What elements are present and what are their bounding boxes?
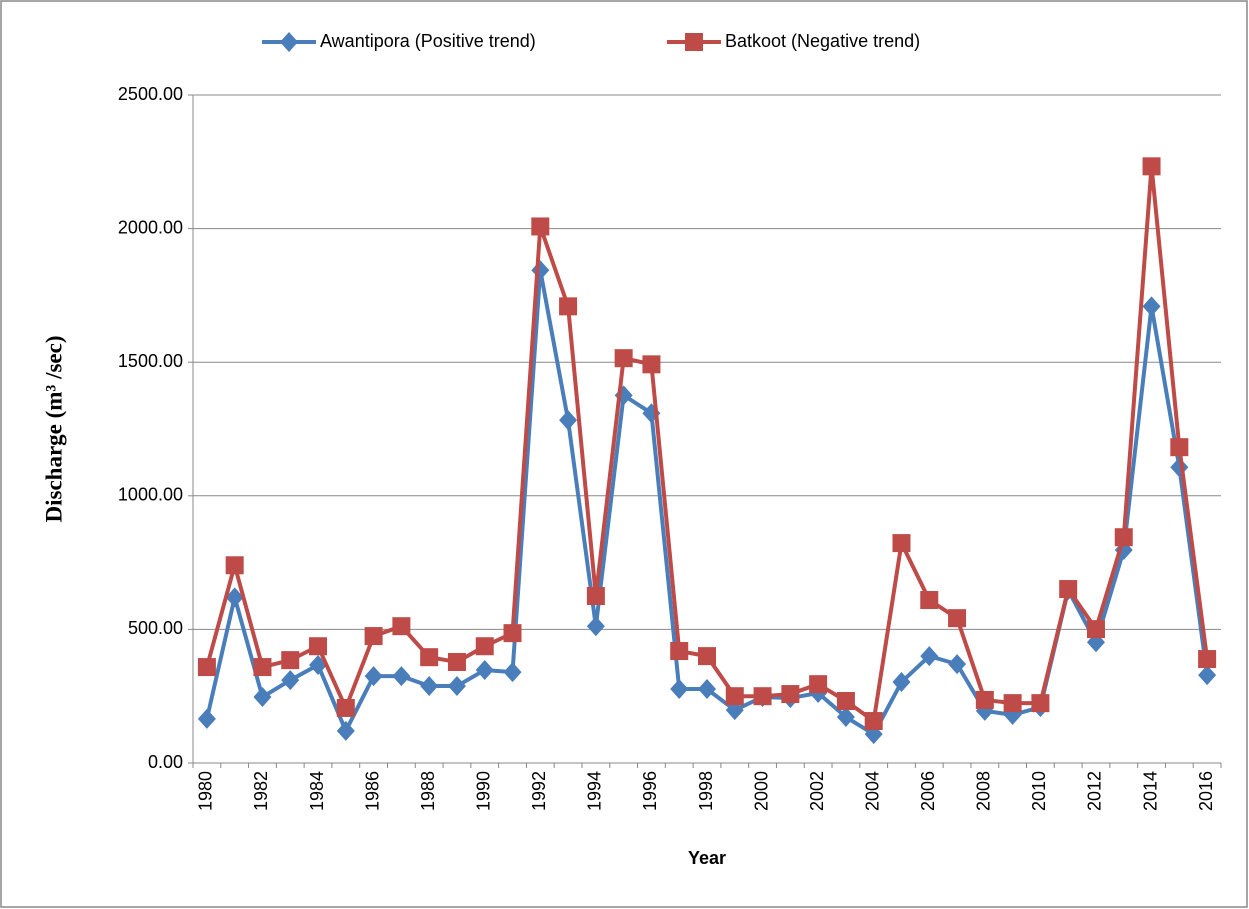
data-point [642,355,661,374]
data-point [281,670,300,691]
data-point [531,217,550,236]
y-tick-label: 2500.00 [118,84,183,104]
x-tick-label: 1986 [362,771,382,811]
data-point [864,712,883,731]
data-point [281,651,300,670]
data-point [420,676,439,697]
data-point [948,609,967,628]
y-axis-title: Discharge (m³ /sec) [41,336,66,523]
x-tick-label: 1996 [640,771,660,811]
data-point [1086,620,1105,639]
data-point [336,698,355,717]
data-point [475,637,494,656]
data-point [836,692,855,711]
data-point [670,642,689,661]
x-tick-label: 2010 [1029,771,1049,811]
data-point [559,410,578,431]
data-point [503,624,522,643]
x-tick-label: 2000 [751,771,771,811]
data-point [614,349,633,368]
y-tick-label: 1500.00 [118,351,183,371]
data-point [892,534,911,553]
data-point [586,616,605,637]
x-axis-title: Year [688,848,726,868]
data-point [447,652,466,671]
y-tick-label: 2000.00 [118,217,183,237]
data-point [225,587,244,608]
data-point [725,687,744,706]
x-tick-label: 2012 [1085,771,1105,811]
data-point [1142,296,1161,317]
legend-marker [280,32,298,52]
y-tick-label: 1000.00 [118,485,183,505]
data-point [892,672,911,693]
data-point [309,637,328,656]
x-tick-label: 1984 [307,771,327,811]
x-tick-label: 1990 [473,771,493,811]
x-tick-label: 2014 [1140,771,1160,811]
data-point [225,556,244,575]
x-tick-label: 1988 [418,771,438,811]
data-point [197,708,216,729]
data-point [364,627,383,646]
data-point [920,591,939,610]
data-point [1170,438,1189,457]
data-point [753,687,772,706]
data-point [1198,650,1217,669]
data-point [1031,694,1050,713]
data-point [1142,157,1161,176]
data-point [503,662,522,683]
data-point [364,666,383,687]
data-point [1198,665,1217,686]
data-point [420,648,439,667]
data-point [392,666,411,687]
data-point [447,676,466,697]
x-tick-label: 1982 [251,771,271,811]
data-point [809,675,828,694]
legend-marker [685,33,703,51]
data-point [253,658,272,677]
x-tick-label: 2002 [807,771,827,811]
data-point [559,297,578,316]
data-point [781,685,800,704]
x-tick-label: 1980 [196,771,216,811]
data-point [1003,694,1022,713]
data-point [197,658,216,677]
data-point [698,647,716,666]
x-tick-label: 1998 [696,771,716,811]
data-point [920,646,939,667]
data-point [836,707,855,728]
data-point [1114,528,1133,547]
x-tick-label: 2004 [862,771,882,811]
legend-label: Awantipora (Positive trend) [320,31,536,51]
x-tick-label: 2006 [918,771,938,811]
data-point [670,678,689,699]
legend-label: Batkoot (Negative trend) [725,31,920,51]
y-tick-label: 500.00 [128,618,183,638]
data-point [698,678,716,699]
data-point [336,720,355,741]
data-point [948,654,967,675]
data-point [1059,580,1078,599]
data-point [475,660,494,681]
data-point [586,587,605,605]
data-point [975,690,994,709]
data-point [392,617,411,636]
data-point [253,687,272,708]
x-tick-label: 1992 [529,771,549,811]
y-tick-label: 0.00 [148,752,183,772]
x-tick-label: 2008 [974,771,994,811]
x-tick-label: 1994 [585,771,605,811]
x-tick-label: 2016 [1196,771,1216,811]
